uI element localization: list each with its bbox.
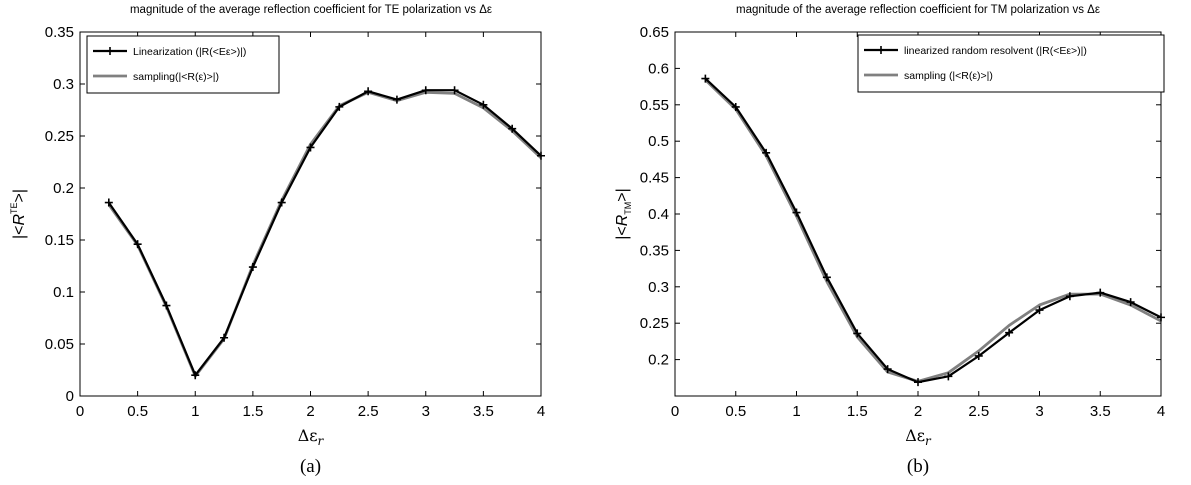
y-tick-label: 0.45 (640, 170, 669, 187)
y-tick-label: 0.4 (648, 206, 669, 223)
legend: linearized random resolvent (|R(<Eε>)|) s… (857, 34, 1165, 93)
x-tick-label: 0 (76, 403, 84, 420)
data-point-marker (162, 301, 171, 310)
x-tick-label: 1.5 (847, 403, 868, 420)
y-axis-label: |<RTE>| (9, 189, 28, 239)
data-point-marker (537, 151, 545, 160)
y-tick-label: 0.15 (45, 232, 74, 249)
y-tick-label: 0.35 (45, 24, 74, 41)
y-tick-label: 0.65 (640, 24, 669, 41)
data-point-marker (974, 351, 983, 360)
y-tick-label: 0 (66, 388, 74, 405)
y-tick-label: 0.05 (45, 336, 74, 353)
data-point-marker (450, 86, 459, 95)
x-tick-label: 3 (422, 403, 430, 420)
legend-entry-label: Linearization (|R(<Eε>)|) (133, 46, 246, 58)
y-tick-label: 0.3 (648, 279, 669, 296)
chart-panel-a: magnitude of the average reflection coef… (9, 4, 545, 477)
x-tick-label: 0.5 (725, 403, 746, 420)
x-tick-label: 1.5 (242, 403, 263, 420)
data-point-marker (508, 124, 517, 133)
x-tick-label: 2 (914, 403, 922, 420)
data-point-marker (792, 208, 801, 217)
y-tick-label: 0.6 (648, 60, 669, 77)
x-tick-label: 4 (537, 403, 545, 420)
legend-box (857, 34, 1165, 93)
data-point-marker (731, 102, 740, 111)
data-point-marker (853, 329, 862, 338)
x-tick-label: 1 (792, 403, 800, 420)
x-tick-label: 1 (191, 403, 199, 420)
panel-label: (a) (300, 456, 321, 477)
data-point-marker (335, 102, 344, 111)
y-tick-label: 0.3 (53, 76, 74, 93)
data-point-marker (701, 74, 710, 83)
y-tick-label: 0.2 (648, 352, 669, 369)
data-point-marker (277, 198, 286, 207)
x-tick-label: 3 (1035, 403, 1043, 420)
x-axis-label: Δεr (298, 426, 325, 448)
series-line-linearized (107, 89, 542, 377)
legend-marker (877, 46, 885, 54)
chart-title: magnitude of the average reflection coef… (736, 4, 1100, 16)
data-point-marker (1035, 306, 1044, 315)
data-point-marker (822, 273, 831, 282)
legend-entry-label: linearized random resolvent (|R(<Eε>)|) (904, 45, 1087, 57)
data-point-marker (883, 365, 892, 374)
legend-marker (106, 47, 114, 55)
data-point-marker (421, 86, 430, 95)
y-tick-label: 0.55 (640, 97, 669, 114)
x-tick-label: 4 (1157, 403, 1165, 420)
legend-box (86, 35, 280, 94)
y-tick-label: 0.2 (53, 180, 74, 197)
data-point-marker (133, 240, 142, 249)
legend-entry-label: sampling(|<R(ε)>|) (133, 71, 219, 83)
data-point-marker (220, 333, 229, 342)
x-tick-label: 2 (306, 403, 314, 420)
x-tick-label: 0 (671, 403, 679, 420)
series-line-linearized (704, 77, 1162, 384)
y-tick-label: 0.25 (640, 315, 669, 332)
x-tick-label: 3.5 (473, 403, 494, 420)
data-point-marker (944, 372, 953, 381)
x-tick-label: 0.5 (127, 403, 148, 420)
data-point-marker (479, 100, 488, 109)
data-point-marker (1126, 298, 1135, 307)
data-point-marker (914, 378, 922, 387)
chart-panel-b: magnitude of the average reflection coef… (614, 4, 1165, 477)
data-point-marker (392, 95, 401, 104)
y-axis-label: |<RTM>| (614, 188, 633, 240)
x-tick-label: 2.5 (358, 403, 379, 420)
x-tick-label: 3.5 (1090, 403, 1111, 420)
y-tick-label: 0.25 (45, 128, 74, 145)
data-point-marker (1065, 292, 1074, 301)
data-point-marker (1005, 328, 1014, 337)
data-point-marker (364, 87, 373, 96)
panel-label: (b) (907, 456, 929, 477)
data-point-marker (1096, 288, 1105, 297)
data-point-marker (248, 263, 257, 272)
y-tick-label: 0.1 (53, 284, 74, 301)
series-line-sampling (704, 78, 1162, 383)
series-line-sampling (107, 90, 542, 378)
data-point-marker (104, 198, 113, 207)
legend: Linearization (|R(<Eε>)|) sampling(|<R(ε)… (86, 35, 280, 94)
data-point-marker (306, 143, 315, 152)
data-point-marker (1157, 313, 1165, 322)
data-point-marker (762, 148, 771, 157)
x-axis-label: Δεr (905, 426, 932, 448)
y-tick-label: 0.35 (640, 242, 669, 259)
legend-entry-label: sampling (|<R(ε)>|) (904, 70, 993, 82)
x-tick-label: 2.5 (968, 403, 989, 420)
data-point-marker (191, 371, 200, 380)
y-tick-label: 0.5 (648, 133, 669, 150)
chart-title: magnitude of the average reflection coef… (130, 4, 492, 16)
